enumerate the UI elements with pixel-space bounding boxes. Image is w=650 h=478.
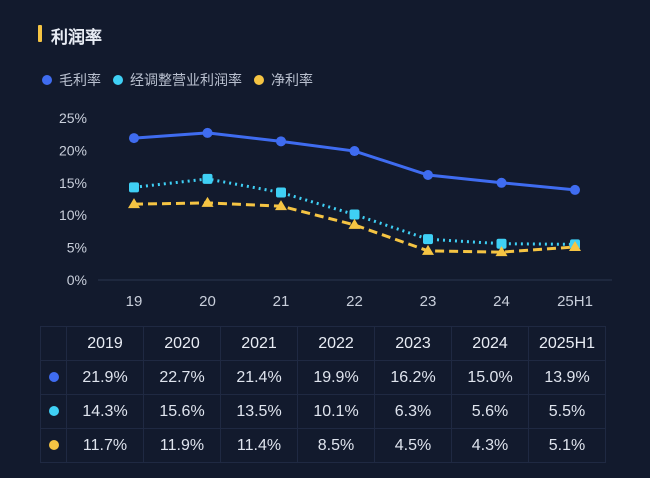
title-accent-bar <box>38 25 42 42</box>
table-header: 2024 <box>451 326 529 361</box>
legend-item-adjusted[interactable]: 经调整营业利润率 <box>113 70 242 90</box>
line-chart: 0% 5% 10% 15% 20% 25% 19 20 21 22 23 24 25H1 <box>59 110 612 310</box>
data-point-circle <box>423 170 433 181</box>
data-point-triangle <box>422 244 434 255</box>
row-key <box>40 428 67 463</box>
table-cell: 19.9% <box>297 360 375 395</box>
table-cell: 21.4% <box>220 360 298 395</box>
table-cell: 13.5% <box>220 394 298 429</box>
x-tick-label: 24 <box>493 293 510 310</box>
table-cell: 5.5% <box>528 394 606 429</box>
data-point-circle <box>276 136 286 147</box>
data-point-circle <box>202 127 213 138</box>
table-cell: 21.9% <box>66 360 144 395</box>
table-cell: 15.6% <box>143 394 221 429</box>
legend-label: 经调整营业利润率 <box>130 72 242 88</box>
table-header: 2019 <box>66 326 144 361</box>
table-cell: 5.1% <box>528 428 606 463</box>
row-key <box>40 394 67 429</box>
data-point-square <box>423 234 433 245</box>
legend-label: 毛利率 <box>59 72 101 88</box>
y-tick-label: 5% <box>67 240 87 256</box>
y-tick-label: 25% <box>59 110 87 126</box>
gross-dot-icon <box>48 371 59 382</box>
data-point-circle <box>129 133 139 144</box>
table-cell: 4.5% <box>374 428 452 463</box>
table-row: 21.9% 22.7% 21.4% 19.9% 16.2% 15.0% 13.9… <box>40 360 606 395</box>
table-cell: 4.3% <box>451 428 529 463</box>
data-point-triangle <box>128 198 140 209</box>
table-header: 2022 <box>297 326 375 361</box>
table-header: 2023 <box>374 326 452 361</box>
table-cell: 11.4% <box>220 428 298 463</box>
series-line-0 <box>133 131 576 192</box>
y-tick-label: 15% <box>59 175 87 191</box>
legend-label: 净利率 <box>271 72 313 88</box>
y-tick-label: 20% <box>59 142 87 158</box>
table-cell: 16.2% <box>374 360 452 395</box>
data-point-triangle <box>275 200 287 211</box>
table-cell: 22.7% <box>143 360 221 395</box>
table-cell: 11.9% <box>143 428 221 463</box>
data-point-triangle <box>201 196 214 207</box>
table-row: 14.3% 15.6% 13.5% 10.1% 6.3% 5.6% 5.5% <box>40 394 606 429</box>
table-header: 2025H1 <box>528 326 606 361</box>
table-header: 2020 <box>143 326 221 361</box>
data-point-circle <box>496 177 507 188</box>
y-tick-label: 0% <box>67 272 87 288</box>
data-point-square <box>202 173 213 184</box>
table-header: 2021 <box>220 326 298 361</box>
data-point-square <box>349 209 360 220</box>
table-cell: 6.3% <box>374 394 452 429</box>
x-tick-label: 22 <box>346 293 363 310</box>
net-dot-icon <box>48 439 59 450</box>
data-point-square <box>496 238 507 249</box>
x-tick-label: 25H1 <box>557 293 593 310</box>
table-cell: 5.6% <box>451 394 529 429</box>
row-key <box>40 360 67 395</box>
table-corner <box>40 326 67 361</box>
y-tick-label: 10% <box>59 207 87 223</box>
x-tick-label: 21 <box>273 293 290 310</box>
data-point-triangle <box>495 246 508 257</box>
legend-item-gross[interactable]: 毛利率 <box>42 70 101 90</box>
legend-item-net[interactable]: 净利率 <box>254 70 313 90</box>
x-tick-label: 20 <box>199 293 216 310</box>
data-point-triangle <box>569 240 581 251</box>
table-cell: 14.3% <box>66 394 144 429</box>
legend-dot-icon <box>113 75 123 85</box>
data-point-circle <box>570 184 580 195</box>
data-point-circle <box>349 146 360 157</box>
legend-dot-icon <box>42 75 52 85</box>
table-cell: 13.9% <box>528 360 606 395</box>
chart-title: 利润率 <box>51 28 102 47</box>
table-cell: 8.5% <box>297 428 375 463</box>
table-cell: 10.1% <box>297 394 375 429</box>
data-table: 2019 2020 2021 2022 2023 2024 2025H1 21.… <box>40 326 606 463</box>
table-cell: 11.7% <box>66 428 144 463</box>
x-tick-label: 19 <box>126 293 143 310</box>
data-point-square <box>129 182 139 193</box>
data-point-square <box>276 187 286 198</box>
x-tick-label: 23 <box>420 293 437 310</box>
data-point-triangle <box>348 218 361 229</box>
table-row: 11.7% 11.9% 11.4% 8.5% 4.5% 4.3% 5.1% <box>40 428 606 463</box>
table-header-row: 2019 2020 2021 2022 2023 2024 2025H1 <box>40 326 606 361</box>
adjusted-dot-icon <box>48 405 59 416</box>
legend-dot-icon <box>254 75 264 85</box>
table-cell: 15.0% <box>451 360 529 395</box>
legend: 毛利率 经调整营业利润率 净利率 <box>42 70 313 90</box>
